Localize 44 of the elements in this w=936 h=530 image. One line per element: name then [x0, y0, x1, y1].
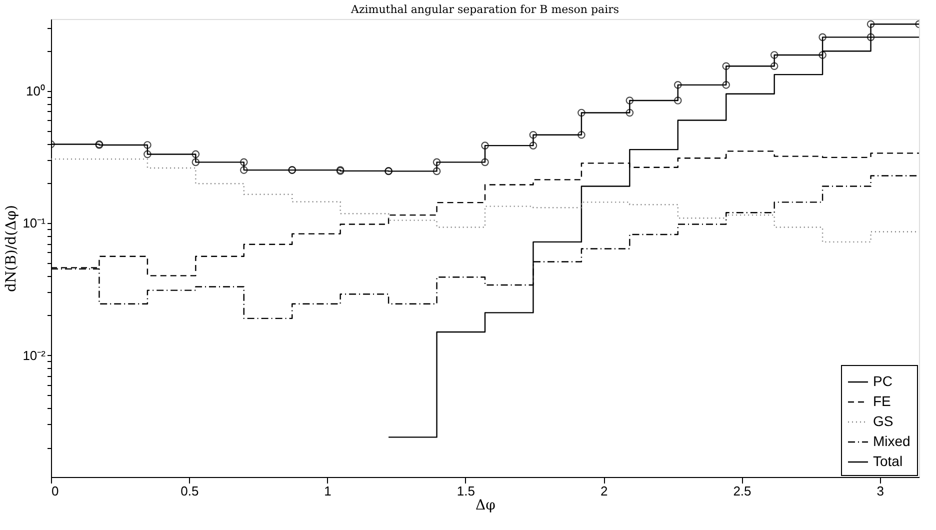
y-tick-label: 10⁰ — [26, 83, 46, 98]
point — [866, 20, 875, 28]
legend-label: FE — [873, 393, 891, 409]
point — [481, 158, 489, 166]
point — [674, 96, 682, 104]
point — [578, 130, 586, 139]
point — [432, 158, 441, 166]
point — [144, 141, 152, 149]
y-axis-title: dN(B)/d(Δφ) — [4, 205, 20, 292]
x-axis-title: Δφ — [476, 498, 496, 514]
point — [529, 142, 538, 150]
legend-label: Total — [873, 453, 903, 469]
y-tick-label: 10⁻¹ — [22, 216, 46, 231]
point — [240, 166, 248, 174]
legend-label: Mixed — [873, 433, 910, 449]
point — [626, 108, 634, 117]
point — [770, 51, 778, 59]
point — [240, 158, 248, 166]
point — [722, 62, 730, 70]
legend-label: GS — [873, 413, 894, 429]
point — [192, 158, 200, 166]
point — [818, 51, 826, 59]
x-tick-label: 2 — [600, 484, 608, 498]
x-tick-label: 0.5 — [180, 484, 199, 498]
point — [626, 96, 634, 104]
point — [481, 142, 489, 150]
x-tick-label: 2.5 — [733, 484, 752, 498]
x-tick-label: 1 — [324, 484, 332, 498]
legend-label: PC — [873, 373, 892, 389]
point — [578, 108, 586, 117]
point — [432, 167, 441, 176]
point — [674, 81, 682, 89]
point — [866, 33, 875, 42]
point — [144, 150, 152, 158]
point — [722, 81, 730, 89]
point — [770, 62, 778, 70]
y-tick-label: 10⁻² — [22, 348, 46, 363]
x-tick-label: 3 — [876, 484, 884, 498]
point — [529, 130, 538, 139]
point — [192, 150, 200, 158]
x-tick-label: 1.5 — [456, 484, 475, 498]
x-tick-label: 0 — [52, 484, 59, 498]
chart-title: Azimuthal angular separation for B meson pairs — [350, 3, 620, 16]
point — [818, 33, 826, 42]
